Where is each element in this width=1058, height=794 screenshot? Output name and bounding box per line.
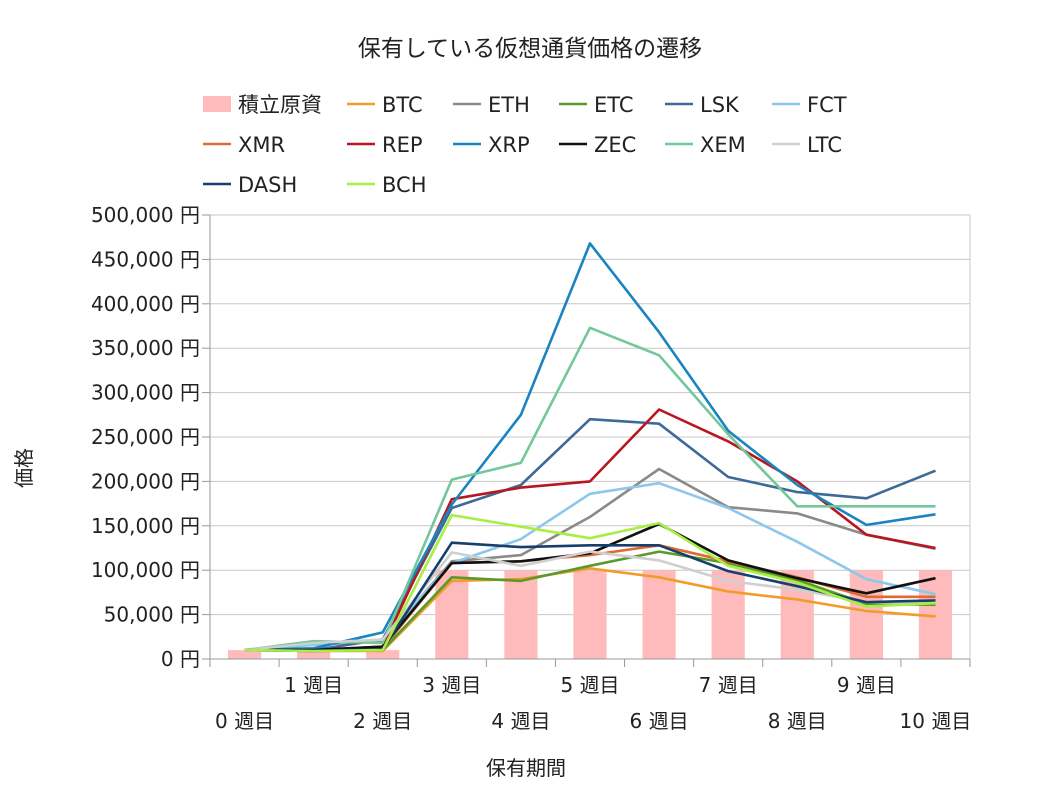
legend-item: DASH [203, 173, 297, 197]
x-axis-label: 保有期間 [486, 756, 566, 780]
x-tick-label: 10 週目 [900, 709, 972, 733]
legend-item: 積立原資 [203, 93, 322, 117]
series-line-xrp [244, 242, 936, 652]
legend-label: XRP [488, 133, 530, 157]
bar [849, 570, 883, 659]
bar [642, 570, 676, 659]
y-tick-label: 150,000 円 [91, 514, 200, 538]
y-axis-label: 価格 [12, 448, 36, 488]
legend-label: BTC [382, 93, 423, 117]
x-tick-label: 2 週目 [353, 709, 412, 733]
x-axis-ticks: 0 週目 1 週目 2 週目 3 週目 4 週目 5 週目 6 週目 7 週目 8 週目 9 週目… [215, 673, 971, 733]
y-tick-label: 200,000 円 [91, 469, 200, 493]
legend-item: XEM [665, 133, 746, 157]
legend-label: BCH [382, 173, 427, 197]
x-tick-label: 3 週目 [422, 673, 481, 697]
legend-item: XRP [453, 133, 530, 157]
series-line-bch [244, 513, 936, 653]
y-tick-label: 500,000 円 [91, 203, 200, 227]
legend-label: DASH [238, 173, 297, 197]
legend-item: REP [347, 133, 423, 157]
legend-item: LSK [665, 93, 740, 117]
series-line-xem [244, 326, 936, 652]
bar-series [227, 570, 953, 659]
bar [366, 650, 400, 659]
y-tick-label: 300,000 円 [91, 381, 200, 405]
legend-item: XMR [203, 133, 285, 157]
legend-label: XMR [238, 133, 285, 157]
axes [209, 215, 971, 667]
bar [297, 650, 331, 659]
series-line-ltc [244, 550, 936, 652]
x-tick-label: 1 週目 [284, 673, 343, 697]
legend-label: FCT [807, 93, 847, 117]
legend-item: ZEC [559, 133, 636, 157]
y-tick-label: 400,000 円 [91, 292, 200, 316]
line-series [244, 242, 936, 653]
legend-item: LTC [772, 133, 842, 157]
legend-label: LTC [807, 133, 842, 157]
legend-item: BCH [347, 173, 427, 197]
bar [227, 650, 262, 659]
y-tick-label: 250,000 円 [91, 425, 200, 449]
legend-label: XEM [700, 133, 746, 157]
y-tick-label: 450,000 円 [91, 247, 200, 271]
bar [435, 570, 469, 659]
y-tick-label: 100,000 円 [91, 558, 200, 582]
x-tick-label: 8 週目 [768, 709, 827, 733]
legend-label: REP [382, 133, 423, 157]
legend-label: ETC [594, 93, 634, 117]
x-tick-label: 6 週目 [630, 709, 689, 733]
y-tick-label: 350,000 円 [91, 336, 200, 360]
legend: 積立原資 BTC ETH ETC LSK FCT XMR REP XRP ZEC XEM LTC DAS… [203, 93, 847, 197]
bar [573, 570, 607, 659]
legend-item: BTC [347, 93, 423, 117]
chart-title: 保有している仮想通貨価格の遷移 [358, 36, 702, 62]
y-tick-label: 0 円 [161, 647, 200, 671]
legend-item: ETC [559, 93, 634, 117]
y-axis-ticks: 0 円 50,000 円 100,000 円 150,000 円 200,000 円 25… [91, 203, 200, 671]
x-tick-label: 4 週目 [491, 709, 550, 733]
legend-item: ETH [453, 93, 530, 117]
legend-label: ETH [488, 93, 530, 117]
bar [711, 570, 745, 659]
series-line-zec [244, 522, 936, 652]
bar [504, 570, 538, 659]
x-tick-label: 0 週目 [215, 709, 274, 733]
x-tick-label: 9 週目 [837, 673, 896, 697]
y-tick-label: 50,000 円 [104, 603, 200, 627]
legend-label: LSK [700, 93, 740, 117]
legend-swatch [203, 96, 231, 112]
x-tick-label: 5 週目 [560, 673, 619, 697]
legend-label: ZEC [594, 133, 636, 157]
legend-label: 積立原資 [238, 93, 322, 117]
legend-item: FCT [772, 93, 847, 117]
x-tick-label: 7 週目 [699, 673, 758, 697]
